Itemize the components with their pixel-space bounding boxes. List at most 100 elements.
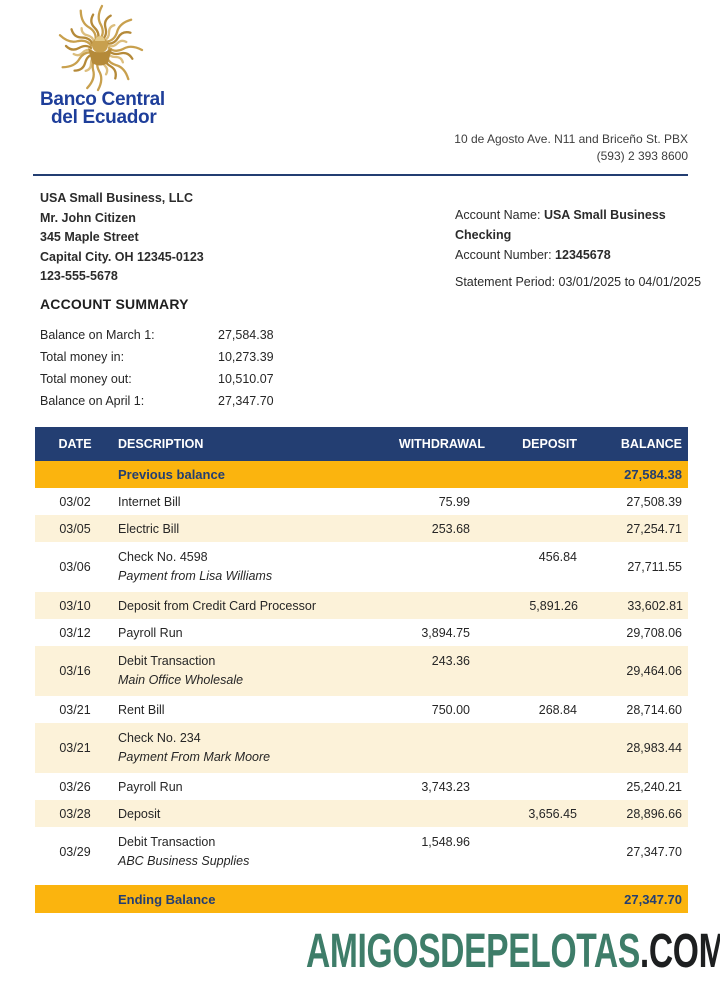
transaction-withdrawal: 3,894.75 — [421, 625, 470, 640]
account-summary-title: ACCOUNT SUMMARY — [40, 296, 189, 312]
transaction-description: Check No. 234 Payment From Mark Moore — [115, 723, 315, 764]
transaction-description-main: Deposit from Credit Card Processor — [118, 598, 316, 613]
transaction-description-main: Check No. 234 — [118, 731, 201, 745]
transaction-description: Deposit from Credit Card Processor — [115, 599, 316, 613]
bank-name: Banco Central del Ecuador — [40, 89, 165, 128]
transactions-body: 03/02 Internet Bill 75.99 27,508.39 03/0… — [35, 488, 688, 877]
transaction-date: 03/12 — [59, 625, 91, 640]
summary-value: 10,510.07 — [218, 372, 274, 386]
account-number-label: Account Number: — [455, 248, 556, 262]
transaction-date: 03/21 — [59, 741, 91, 755]
summary-label: Balance on March 1: — [40, 328, 155, 342]
bank-phone: (593) 2 393 8600 — [596, 149, 688, 163]
transaction-deposit — [485, 646, 577, 654]
transaction-withdrawal: 3,743.23 — [421, 779, 470, 794]
ending-balance-row: Ending Balance 27,347.70 — [35, 885, 688, 913]
transaction-row: 03/21 Check No. 234 Payment From Mark Mo… — [35, 723, 688, 773]
transaction-description: Check No. 4598 Payment from Lisa William… — [115, 542, 315, 583]
transaction-deposit — [485, 827, 577, 835]
transaction-row: 03/28 Deposit 3,656.45 28,896.66 — [35, 800, 688, 827]
transaction-deposit: 456.84 — [538, 550, 577, 564]
transaction-date: 03/16 — [59, 664, 91, 678]
transaction-balance: 29,464.06 — [626, 664, 682, 678]
account-name-row: Account Name: USA Small Business Checkin… — [455, 205, 720, 245]
summary-label: Total money out: — [40, 372, 132, 386]
transaction-date: 03/05 — [59, 521, 91, 536]
transaction-date: 03/29 — [59, 845, 91, 859]
transaction-date: 03/28 — [59, 806, 91, 821]
transaction-withdrawal — [315, 542, 485, 550]
previous-balance-row: Previous balance 27,584.38 — [35, 461, 688, 488]
transaction-description-main: Payroll Run — [118, 779, 183, 794]
customer-address-block: USA Small Business, LLC Mr. John Citizen… — [40, 189, 204, 287]
transaction-description-detail: ABC Business Supplies — [118, 854, 250, 868]
summary-label: Total money in: — [40, 350, 125, 364]
account-info-block: Account Name: USA Small Business Checkin… — [455, 205, 720, 292]
transaction-deposit: 3,656.45 — [528, 806, 577, 821]
customer-name: Mr. John Citizen — [40, 210, 136, 225]
transaction-description-main: Electric Bill — [118, 521, 180, 536]
transaction-description-main: Check No. 4598 — [118, 550, 208, 564]
header-divider — [33, 174, 688, 176]
transaction-balance: 27,254.71 — [626, 521, 682, 536]
transaction-description-main: Internet Bill — [118, 494, 181, 509]
bank-logo-icon — [58, 4, 144, 92]
transaction-row: 03/21 Rent Bill 750.00 268.84 28,714.60 — [35, 696, 688, 723]
account-summary-block: Balance on March 1: 27,584.38 Total mone… — [40, 324, 274, 412]
transaction-balance: 28,714.60 — [626, 702, 682, 717]
transaction-description-main: Payroll Run — [118, 625, 183, 640]
transaction-description-detail: Payment from Lisa Williams — [118, 569, 273, 583]
transaction-balance: 28,896.66 — [626, 806, 682, 821]
account-number-value: 12345678 — [555, 248, 611, 262]
transaction-description: Payroll Run — [115, 780, 315, 794]
transaction-balance: 25,240.21 — [626, 779, 682, 794]
transaction-date: 03/10 — [59, 598, 91, 613]
column-header-deposit: DEPOSIT — [522, 437, 577, 451]
transaction-description-main: Deposit — [118, 806, 161, 821]
transaction-deposit — [485, 723, 577, 731]
transaction-deposit: 268.84 — [538, 702, 577, 717]
account-name-value: USA Small Business Checking — [455, 208, 666, 242]
watermark-name: AMIGOSDEPELOTAS — [306, 925, 640, 978]
statement-period-row: Statement Period: 03/01/2025 to 04/01/20… — [455, 272, 720, 292]
bank-name-line1: Banco Central — [40, 89, 165, 110]
transaction-row: 03/02 Internet Bill 75.99 27,508.39 — [35, 488, 688, 515]
summary-value: 27,584.38 — [218, 328, 274, 342]
bank-address-block: 10 de Agosto Ave. N11 and Briceño St. PB… — [454, 131, 688, 165]
transaction-balance: 29,708.06 — [626, 625, 682, 640]
transaction-row: 03/29 Debit Transaction ABC Business Sup… — [35, 827, 688, 877]
transaction-withdrawal: 75.99 — [438, 494, 470, 509]
transaction-balance: 27,347.70 — [626, 845, 682, 859]
bank-address-line1: 10 de Agosto Ave. N11 and Briceño St. PB… — [454, 132, 688, 146]
transaction-description-main: Debit Transaction — [118, 835, 216, 849]
column-header-date: DATE — [58, 437, 92, 451]
transaction-date: 03/06 — [59, 560, 91, 574]
statement-period-label: Statement Period: — [455, 275, 559, 289]
summary-value: 10,273.39 — [218, 350, 274, 364]
previous-balance-label: Previous balance — [118, 467, 225, 482]
transaction-date: 03/02 — [59, 494, 91, 509]
summary-row: Balance on April 1: 27,347.70 — [40, 390, 274, 412]
ending-balance-value: 27,347.70 — [624, 891, 682, 907]
transaction-row: 03/10 Deposit from Credit Card Processor… — [35, 592, 688, 619]
transaction-description: Debit Transaction ABC Business Supplies — [115, 827, 315, 868]
watermark-tld: .COM — [639, 925, 720, 978]
transaction-description-detail: Main Office Wholesale — [118, 673, 244, 687]
transaction-deposit: 5,891.26 — [529, 598, 578, 613]
column-header-withdrawal: WITHDRAWAL — [398, 437, 485, 451]
transaction-description: Rent Bill — [115, 703, 315, 717]
bank-name-line2: del Ecuador — [51, 107, 157, 128]
transaction-description: Internet Bill — [115, 495, 315, 509]
summary-row: Total money out: 10,510.07 — [40, 368, 274, 390]
customer-street: 345 Maple Street — [40, 230, 139, 244]
transaction-balance: 27,711.55 — [627, 560, 682, 574]
transaction-row: 03/26 Payroll Run 3,743.23 25,240.21 — [35, 773, 688, 800]
customer-city: Capital City. OH 12345-0123 — [40, 249, 204, 264]
ending-balance-label: Ending Balance — [118, 891, 216, 907]
column-header-description: DESCRIPTION — [118, 437, 204, 451]
transaction-withdrawal: 750.00 — [431, 702, 470, 717]
customer-phone: 123-555-5678 — [40, 269, 118, 283]
previous-balance-value: 27,584.38 — [624, 467, 682, 482]
summary-row: Total money in: 10,273.39 — [40, 346, 274, 368]
